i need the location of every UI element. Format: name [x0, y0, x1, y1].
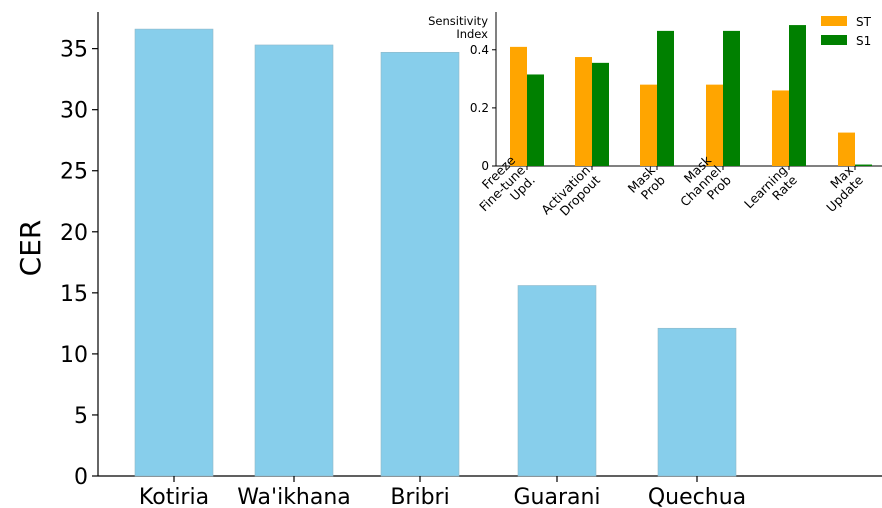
- y-tick-label: 0: [74, 465, 88, 490]
- bar: [380, 51, 460, 477]
- bar: [517, 285, 597, 477]
- legend-swatch: [821, 16, 847, 26]
- y-tick-label: 20: [60, 221, 88, 246]
- bar: [510, 46, 527, 167]
- y-tick-label: 30: [60, 99, 88, 124]
- bar: [134, 28, 214, 477]
- x-tick-label: Bribri: [390, 485, 449, 508]
- inset-y-tick-label: 0.4: [470, 43, 489, 57]
- bar: [575, 57, 592, 166]
- y-tick-label: 15: [60, 282, 88, 307]
- bar: [640, 84, 657, 166]
- y-tick-label: 25: [60, 160, 88, 185]
- x-tick-label: Kotiria: [139, 485, 209, 508]
- inset-title-line: Index: [456, 27, 488, 41]
- y-tick-label: 35: [60, 38, 88, 63]
- main-chart: 0 5 10 15 20 25 30 35 CER Kotiria Wa'ikhana Bribri G…: [14, 12, 882, 508]
- inset-title-line: Sensitivity: [428, 14, 488, 28]
- bar: [254, 44, 334, 477]
- legend-swatch: [821, 35, 847, 45]
- bar: [838, 132, 855, 166]
- bar: [772, 90, 789, 166]
- bar: [706, 84, 723, 166]
- inset-y-tick-label: 0: [481, 159, 489, 173]
- x-tick-label: Quechua: [648, 485, 746, 508]
- legend-label: ST: [856, 15, 872, 29]
- y-axis-label: CER: [14, 220, 47, 277]
- inset-y-tick-label: 0.2: [470, 101, 489, 115]
- bar: [657, 327, 737, 477]
- inset-background: [496, 12, 882, 166]
- y-tick-label: 5: [74, 404, 88, 429]
- bar: [527, 74, 544, 166]
- bar: [723, 30, 740, 166]
- y-tick-label: 10: [60, 343, 88, 368]
- legend-label: S1: [856, 34, 871, 48]
- bar: [855, 164, 872, 166]
- bar: [657, 30, 674, 166]
- bar: [592, 62, 609, 166]
- x-tick-label: Wa'ikhana: [237, 485, 351, 508]
- inset-chart: 00.20.4SensitivityIndexFreezeFine-tuneUp…: [428, 12, 882, 219]
- x-tick-label: Guarani: [513, 485, 600, 508]
- bar: [789, 25, 806, 167]
